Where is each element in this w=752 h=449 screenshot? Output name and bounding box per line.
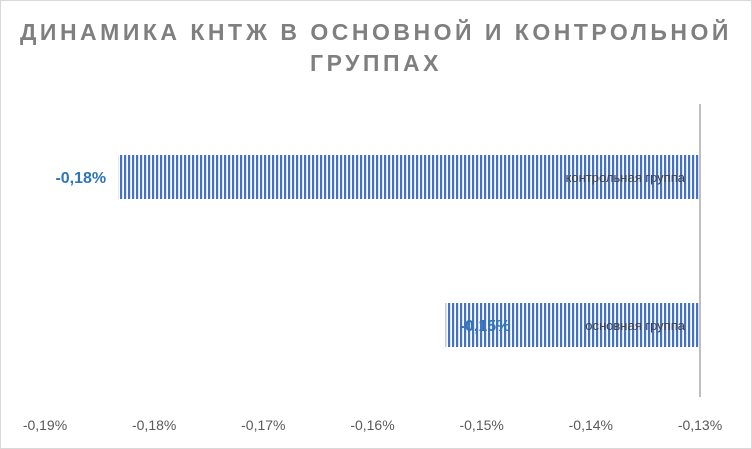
x-tick-label: -0,14% xyxy=(569,417,613,433)
x-tick-label: -0,19% xyxy=(23,417,67,433)
x-tick-label: -0,16% xyxy=(350,417,394,433)
category-label-1: контрольная группа xyxy=(566,170,686,185)
x-tick-label: -0,13% xyxy=(678,417,722,433)
data-label-2: -0,15% xyxy=(460,318,511,335)
bar-1 xyxy=(118,155,701,199)
x-tick-label: -0,15% xyxy=(459,417,503,433)
data-label-1: -0,18% xyxy=(55,170,106,187)
category-label-2: основная группа xyxy=(585,318,686,333)
x-tick-label: -0,17% xyxy=(241,417,285,433)
bar-2 xyxy=(445,303,700,347)
x-tick-label: -0,18% xyxy=(132,417,176,433)
chart-title: ДИНАМИКА КНТЖ В ОСНОВНОЙ И КОНТРОЛЬНОЙ Г… xyxy=(20,19,732,76)
